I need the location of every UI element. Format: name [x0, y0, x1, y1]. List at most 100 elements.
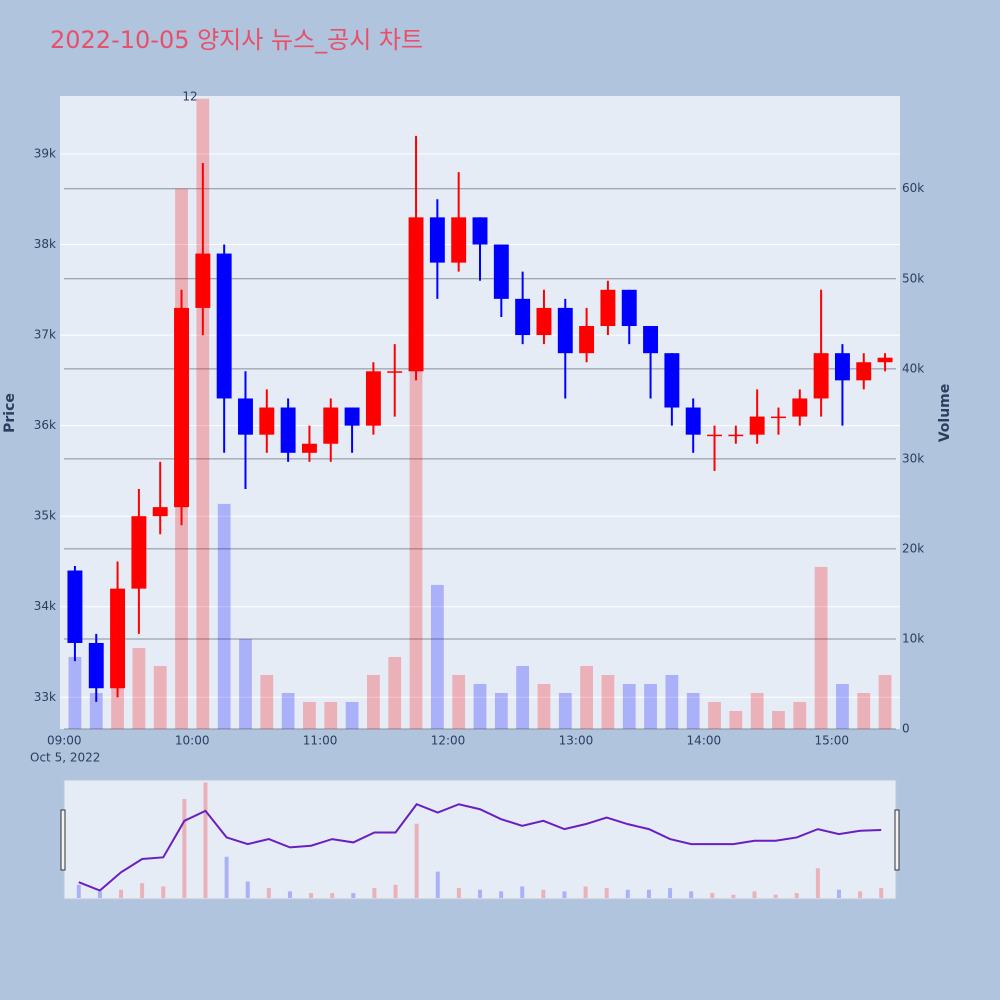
volume-bar — [665, 674, 679, 729]
candle-body — [429, 217, 445, 263]
slider-volume-bar — [562, 891, 567, 898]
slider-volume-bar — [583, 886, 588, 898]
slider-volume-bar — [499, 891, 504, 898]
volume-bar — [89, 692, 103, 729]
slider-volume-bar — [182, 798, 187, 898]
candle-body — [834, 353, 850, 381]
volume-bar — [494, 692, 508, 729]
y2-tick-label: 0 — [902, 722, 910, 736]
slider-volume-bar — [224, 856, 229, 898]
volume-bar — [708, 701, 721, 729]
slider-volume-bar — [879, 888, 884, 898]
volume-bar — [836, 683, 849, 729]
candle-body — [749, 416, 765, 435]
slider-volume-bar — [140, 883, 145, 898]
slider-volume-bar — [287, 891, 292, 898]
x-tick-label: 10:00 — [175, 734, 210, 748]
candle-body — [174, 307, 189, 508]
y-tick-label: 33k — [34, 690, 56, 704]
slider-handle[interactable] — [60, 809, 66, 871]
candle-body — [259, 407, 275, 435]
candle-body — [557, 307, 573, 354]
y2-tick-label: 50k — [902, 271, 924, 285]
annotation: 12 — [182, 90, 197, 104]
slider-volume-bar — [351, 893, 356, 898]
volume-bar — [153, 665, 167, 729]
range-slider[interactable] — [63, 779, 897, 900]
slider-volume-bar — [456, 888, 461, 898]
volume-bar — [239, 638, 252, 729]
volume-bar — [793, 701, 807, 729]
candle-body — [813, 353, 829, 399]
slider-volume-bar — [161, 886, 166, 898]
candle-body — [600, 289, 616, 327]
volume-bar — [430, 584, 444, 729]
slider-volume-bar — [815, 868, 820, 898]
volume-bar — [750, 692, 764, 729]
volume-bar — [111, 683, 124, 729]
candle-body — [67, 570, 83, 643]
volume-bar — [537, 683, 551, 729]
x-tick-label: 14:00 — [687, 734, 722, 748]
slider-volume-bar — [689, 891, 694, 898]
candle-body — [643, 326, 659, 354]
volume-bar — [516, 665, 530, 729]
volume-bar — [473, 683, 487, 729]
volume-bar — [814, 566, 828, 729]
candle-body — [216, 253, 232, 399]
y2-axis-title: Volume — [937, 384, 953, 443]
x-tick-label: 11:00 — [303, 734, 338, 748]
candle-body — [280, 407, 296, 453]
slider-volume-bar — [710, 893, 715, 898]
volume-bar — [878, 674, 892, 729]
slider-volume-bar — [245, 881, 250, 898]
x-tick-label: 12:00 — [431, 734, 466, 748]
chart-title: 2022-10-05 양지사 뉴스_공시 차트 — [50, 26, 423, 54]
volume-bar — [217, 503, 231, 729]
candle-body — [707, 434, 722, 437]
y-tick-label: 34k — [34, 599, 56, 613]
candle-body — [472, 217, 488, 245]
x-date-label: Oct 5, 2022 — [30, 751, 100, 765]
candle-body — [238, 398, 253, 435]
volume-bar — [452, 674, 466, 729]
slider-volume-bar — [773, 894, 778, 898]
slider-volume-bar — [668, 888, 673, 898]
y2-tick-label: 60k — [902, 181, 924, 195]
slider-price-line — [78, 803, 882, 892]
candle-body — [771, 416, 786, 419]
y-tick-label: 36k — [34, 418, 56, 432]
slider-volume-bar — [731, 894, 736, 898]
y-tick-label: 37k — [34, 328, 56, 342]
volume-bar — [580, 665, 593, 729]
slider-volume-bar — [309, 893, 314, 898]
candle-body — [536, 307, 552, 336]
candle-body — [664, 353, 680, 408]
candle-body — [387, 371, 403, 373]
y2-tick-label: 10k — [902, 631, 924, 645]
candle-body — [323, 407, 339, 444]
slider-volume-bar — [752, 891, 757, 898]
candle-body — [579, 326, 595, 354]
slider-volume-bar — [646, 889, 651, 898]
slider-handle[interactable] — [894, 809, 900, 871]
slider-volume-bar — [330, 893, 335, 898]
y2-tick-label: 40k — [902, 361, 924, 375]
x-tick-label: 13:00 — [559, 734, 594, 748]
candle-body — [365, 371, 381, 426]
slider-volume-bar — [520, 886, 525, 898]
slider-volume-bar — [858, 891, 863, 898]
volume-bar — [601, 674, 615, 729]
volume-bar — [729, 710, 743, 729]
candle-body — [877, 357, 893, 363]
volume-bar — [857, 692, 871, 729]
slider-volume-bar — [478, 889, 482, 898]
volume-bar — [281, 692, 295, 729]
volume-bar — [644, 683, 657, 729]
slider-volume-bar — [541, 889, 546, 898]
candle-body — [856, 362, 872, 381]
volume-bar — [132, 647, 146, 729]
volume-bar — [388, 656, 402, 729]
candle-body — [301, 443, 317, 453]
